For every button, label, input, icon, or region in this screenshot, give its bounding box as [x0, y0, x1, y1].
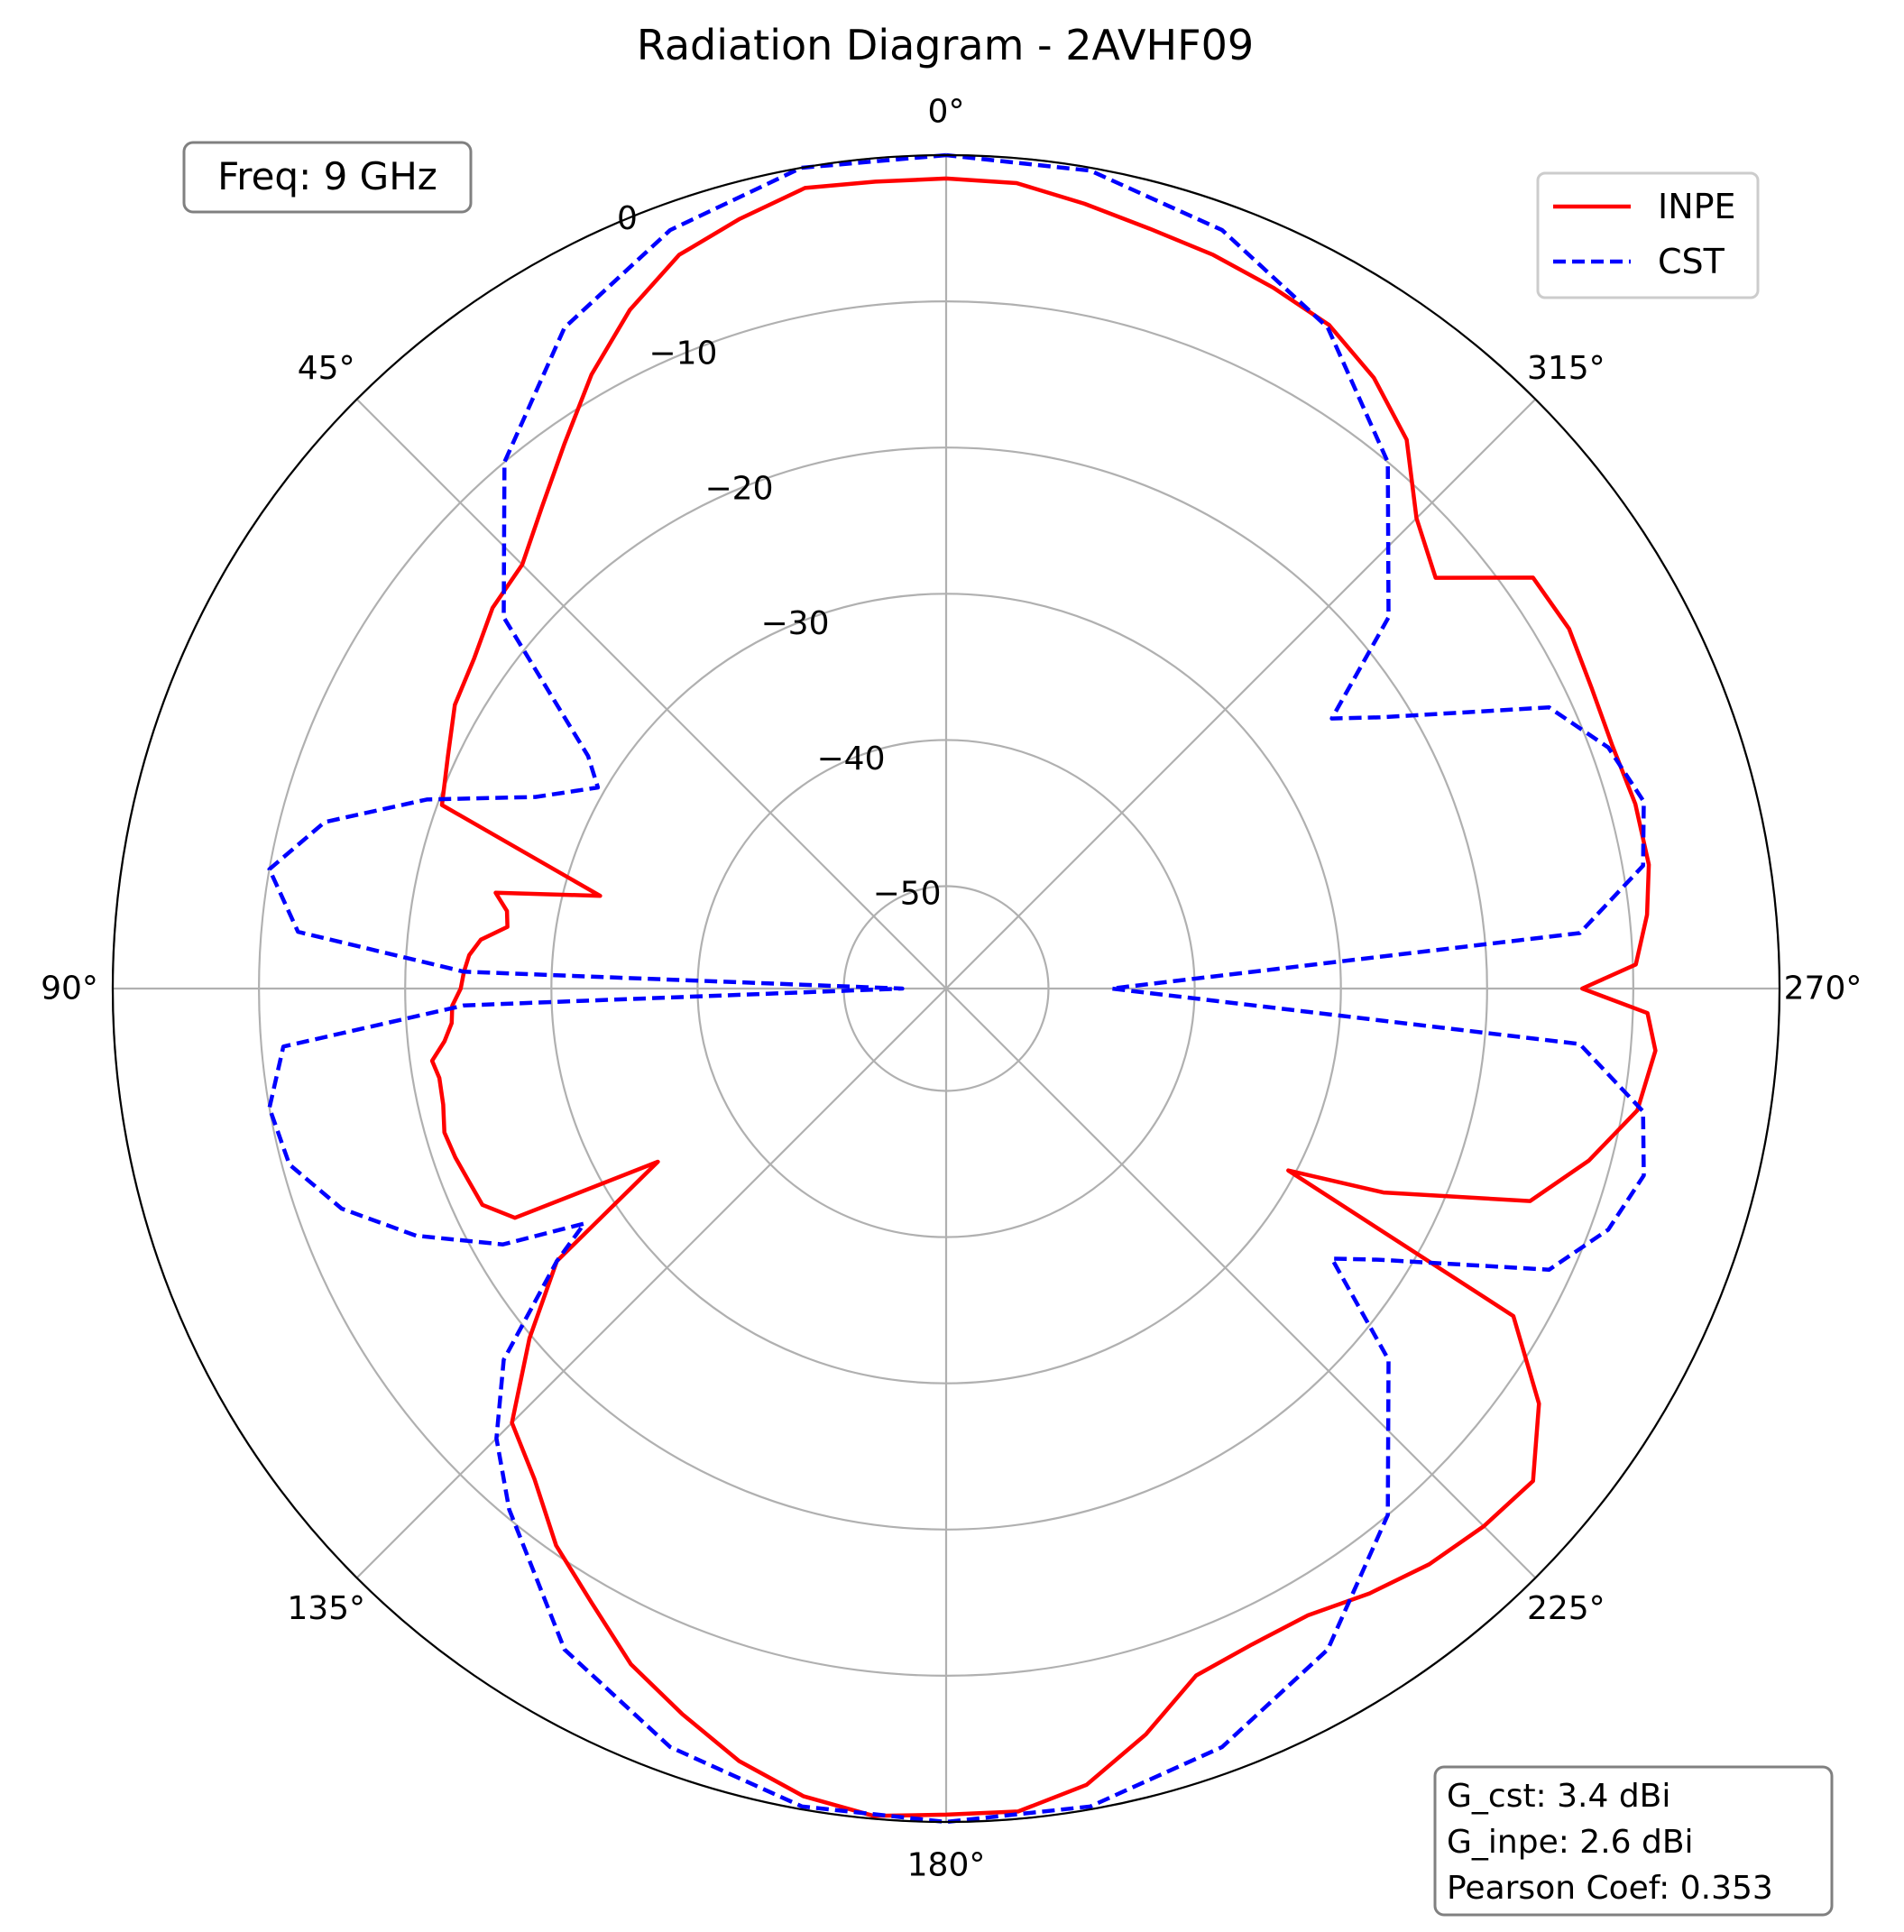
grid-spoke-225 — [945, 988, 1537, 1579]
grid-spoke-45 — [355, 398, 947, 989]
stat-g-cst: G_cst: 3.4 dBi — [1447, 1778, 1670, 1815]
r-label-4: −10 — [648, 336, 717, 373]
grid-spoke-135 — [355, 988, 947, 1579]
stat-pearson: Pearson Coef: 0.353 — [1447, 1870, 1773, 1907]
legend-label-cst: CST — [1658, 242, 1725, 281]
stat-g-inpe: G_inpe: 2.6 dBi — [1447, 1824, 1694, 1861]
theta-label-180: 180° — [907, 1847, 986, 1884]
stats-box-frame — [1433, 1765, 1834, 1917]
outer-ring — [111, 153, 1781, 1824]
r-label-0: −50 — [873, 876, 942, 913]
series-layer — [267, 152, 1658, 1825]
freq-box-frame — [182, 141, 473, 214]
chart-title: Radiation Diagram - 2AVHF09 — [637, 21, 1254, 69]
theta-label-270: 270° — [1784, 971, 1863, 1007]
r-labels: −50 −40 −30 −20 −10 0 — [617, 200, 942, 913]
grid-spoke-315 — [945, 398, 1537, 989]
series-line-inpe — [429, 176, 1658, 1818]
freq-box: Freq: 9 GHz — [182, 141, 473, 214]
r-label-2: −30 — [761, 605, 830, 642]
legend-frame — [1536, 171, 1760, 299]
theta-label-225: 225° — [1527, 1590, 1605, 1627]
theta-label-135: 135° — [287, 1590, 365, 1627]
theta-label-90: 90° — [41, 971, 98, 1007]
legend: INPE CST — [1536, 171, 1760, 299]
r-label-5: 0 — [617, 200, 638, 237]
legend-label-inpe: INPE — [1658, 187, 1736, 226]
series-line-cst — [267, 152, 1646, 1825]
theta-label-45: 45° — [298, 350, 355, 387]
theta-labels: 0° 45° 90° 135° 180° 225° 270° 315° — [41, 94, 1862, 1884]
stats-box: G_cst: 3.4 dBi G_inpe: 2.6 dBi Pearson C… — [1433, 1765, 1834, 1917]
polar-grid — [111, 153, 1781, 1824]
r-label-3: −20 — [705, 470, 774, 507]
r-label-1: −40 — [817, 741, 886, 777]
freq-label: Freq: 9 GHz — [217, 154, 437, 198]
theta-label-0: 0° — [928, 94, 965, 131]
theta-label-315: 315° — [1527, 350, 1605, 387]
